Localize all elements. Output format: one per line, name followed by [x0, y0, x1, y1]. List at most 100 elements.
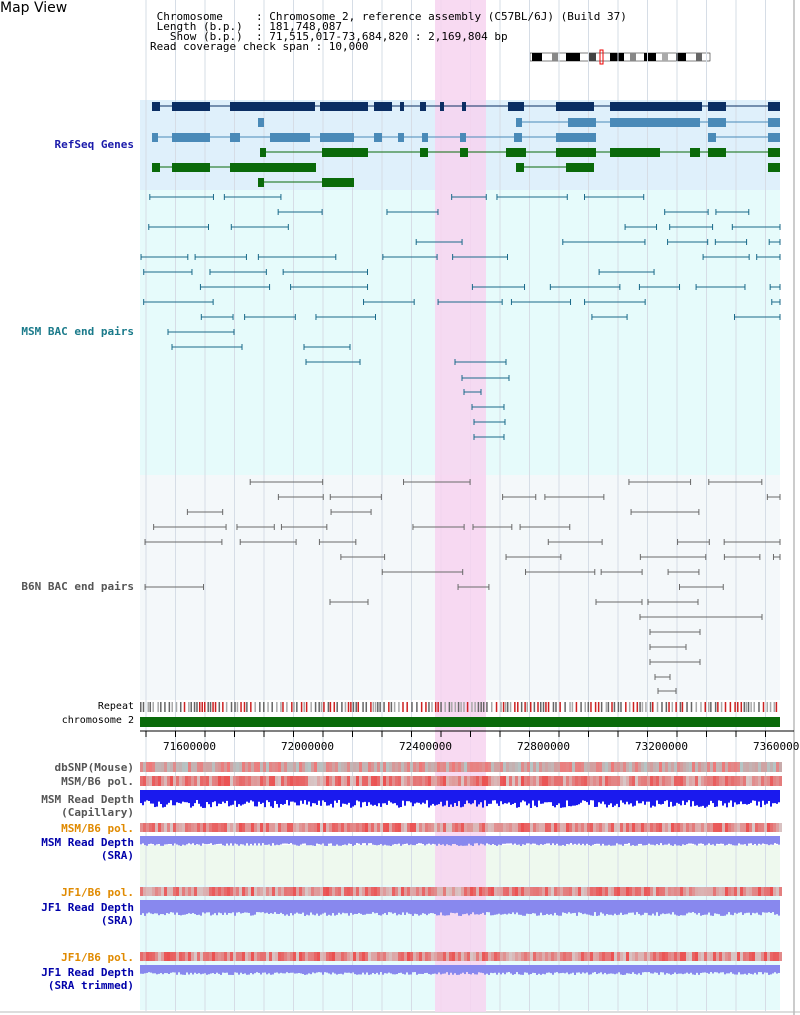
b6n-bac-track-label[interactable]: B6N BAC end pairs — [21, 580, 134, 593]
msm-b6-pol-heat-cell — [314, 776, 317, 786]
dbsnp-heat-cell — [410, 762, 413, 772]
msm-read-depth-capillary-label-1[interactable]: MSM Read Depth — [41, 793, 134, 806]
jf1-b6-pol-label[interactable]: JF1/B6 pol. — [61, 886, 134, 899]
msm-depth-sra-bar — [182, 836, 184, 845]
jf1-b6-pol-trimmed-heat-cell — [644, 952, 647, 961]
msm-b6-pol-sra-heat-cell — [563, 823, 566, 832]
dbsnp-track-label[interactable]: dbSNP(Mouse) — [54, 761, 134, 774]
msm-depth-capillary-bar — [368, 790, 370, 803]
msm-depth-capillary-bar — [498, 790, 500, 806]
jf1-b6-pol-trimmed-heat-cell — [596, 952, 599, 961]
msm-depth-sra-bar — [202, 836, 204, 844]
msm-depth-capillary-bar — [686, 790, 688, 803]
jf1-depth-bar — [562, 900, 564, 913]
msm-depth-sra-bar — [770, 836, 772, 845]
dbsnp-heat-cell — [299, 762, 302, 772]
jf1-b6-pol-trimmed-heat-cell — [653, 952, 656, 961]
msm-depth-capillary-bar — [660, 790, 662, 805]
msm-b6-pol-label[interactable]: MSM/B6 pol. — [61, 775, 134, 788]
msm-b6-pol-sra-heat-cell — [368, 823, 371, 832]
msm-depth-capillary-bar — [518, 790, 520, 808]
jf1-b6-pol-trimmed-heat-cell — [269, 952, 272, 961]
jf1-b6-pol-heat-cell — [665, 887, 668, 896]
msm-depth-sra-bar — [388, 836, 390, 846]
jf1-b6-pol-trimmed-label[interactable]: JF1/B6 pol. — [61, 951, 134, 964]
msm-depth-capillary-bar — [736, 790, 738, 805]
msm-bac-track-label[interactable]: MSM BAC end pairs — [21, 325, 134, 338]
msm-depth-capillary-bar — [452, 790, 454, 807]
msm-depth-sra-bar — [262, 836, 264, 844]
jf1-depth-trimmed-bar — [476, 965, 478, 975]
msm-b6-pol-heat-cell — [167, 776, 170, 786]
jf1-depth-trimmed-bar — [500, 965, 502, 975]
jf1-b6-pol-heat-cell — [767, 887, 770, 896]
msm-depth-capillary-bar — [680, 790, 682, 806]
jf1-b6-pol-heat-cell — [446, 887, 449, 896]
jf1-depth-trimmed-bar — [478, 965, 480, 973]
jf1-b6-pol-trimmed-heat-cell — [680, 952, 683, 961]
jf1-b6-pol-trimmed-heat-cell — [410, 952, 413, 961]
msm-depth-sra-bar — [652, 836, 654, 845]
msm-depth-sra-bar — [662, 836, 664, 846]
jf1-depth-bar — [422, 900, 424, 914]
dbsnp-heat-cell — [347, 762, 350, 772]
msm-read-depth-sra-label-1[interactable]: MSM Read Depth — [41, 836, 134, 849]
jf1-b6-pol-heat-cell — [158, 887, 161, 896]
msm-depth-sra-bar — [158, 836, 160, 845]
jf1-b6-pol-trimmed-heat-cell — [191, 952, 194, 961]
jf1-depth-trimmed-bar — [754, 965, 756, 973]
jf1-depth-bar — [154, 900, 156, 914]
jf1-depth-bar — [690, 900, 692, 913]
gene-block — [440, 102, 444, 111]
msm-depth-capillary-bar — [730, 790, 732, 801]
jf1-b6-pol-trimmed-heat-cell — [359, 952, 362, 961]
chromosome-ideogram[interactable] — [529, 49, 711, 65]
jf1-read-depth-trimmed-label-1[interactable]: JF1 Read Depth — [41, 966, 134, 979]
msm-depth-capillary-bar — [460, 790, 462, 808]
jf1-depth-bar — [354, 900, 356, 914]
jf1-b6-pol-heat-cell — [584, 887, 587, 896]
jf1-read-depth-label-1[interactable]: JF1 Read Depth — [41, 901, 134, 914]
jf1-depth-trimmed-bar — [540, 965, 542, 975]
repeat-mark — [681, 702, 684, 712]
repeat-mark — [679, 702, 682, 712]
msm-b6-pol-sra-heat-cell — [746, 823, 749, 832]
refseq-track-label[interactable]: RefSeq Genes — [54, 138, 134, 151]
jf1-depth-trimmed-bar — [440, 965, 442, 975]
msm-depth-capillary-bar — [202, 790, 204, 808]
msm-b6-pol-sra-heat-cell — [272, 823, 275, 832]
jf1-depth-trimmed-bar — [290, 965, 292, 973]
msm-b6-pol-sra-heat-cell — [443, 823, 446, 832]
jf1-depth-bar — [282, 900, 284, 915]
repeat-mark — [625, 702, 627, 712]
msm-depth-sra-bar — [324, 836, 326, 846]
jf1-depth-trimmed-bar — [430, 965, 432, 975]
jf1-depth-trimmed-bar — [692, 965, 694, 975]
msm-depth-sra-bar — [172, 836, 174, 846]
msm-b6-pol-sra-label[interactable]: MSM/B6 pol. — [61, 822, 134, 835]
msm-b6-pol-sra-heat-cell — [623, 823, 626, 832]
msm-depth-capillary-bar — [406, 790, 408, 802]
jf1-depth-bar — [472, 900, 474, 913]
msm-depth-sra-bar — [594, 836, 596, 845]
repeat-mark — [196, 702, 198, 712]
dbsnp-heat-cell — [449, 762, 452, 772]
repeat-mark — [600, 702, 603, 712]
msm-depth-capillary-bar — [594, 790, 596, 807]
msm-depth-sra-bar — [562, 836, 564, 845]
jf1-depth-trimmed-bar — [276, 965, 278, 973]
jf1-depth-trimmed-bar — [742, 965, 744, 975]
msm-b6-pol-heat-cell — [440, 776, 443, 786]
jf1-b6-pol-heat-cell — [518, 887, 521, 896]
jf1-depth-trimmed-bar — [770, 965, 772, 975]
msm-b6-pol-heat-cell — [266, 776, 269, 786]
msm-depth-sra-bar — [598, 836, 600, 844]
repeat-mark — [555, 702, 557, 712]
jf1-depth-bar — [374, 900, 376, 914]
msm-depth-sra-bar — [738, 836, 740, 844]
msm-depth-capillary-bar — [582, 790, 584, 801]
jf1-b6-pol-trimmed-heat-cell — [476, 952, 479, 961]
jf1-b6-pol-trimmed-heat-cell — [677, 952, 680, 961]
msm-b6-pol-sra-heat-cell — [560, 823, 563, 832]
